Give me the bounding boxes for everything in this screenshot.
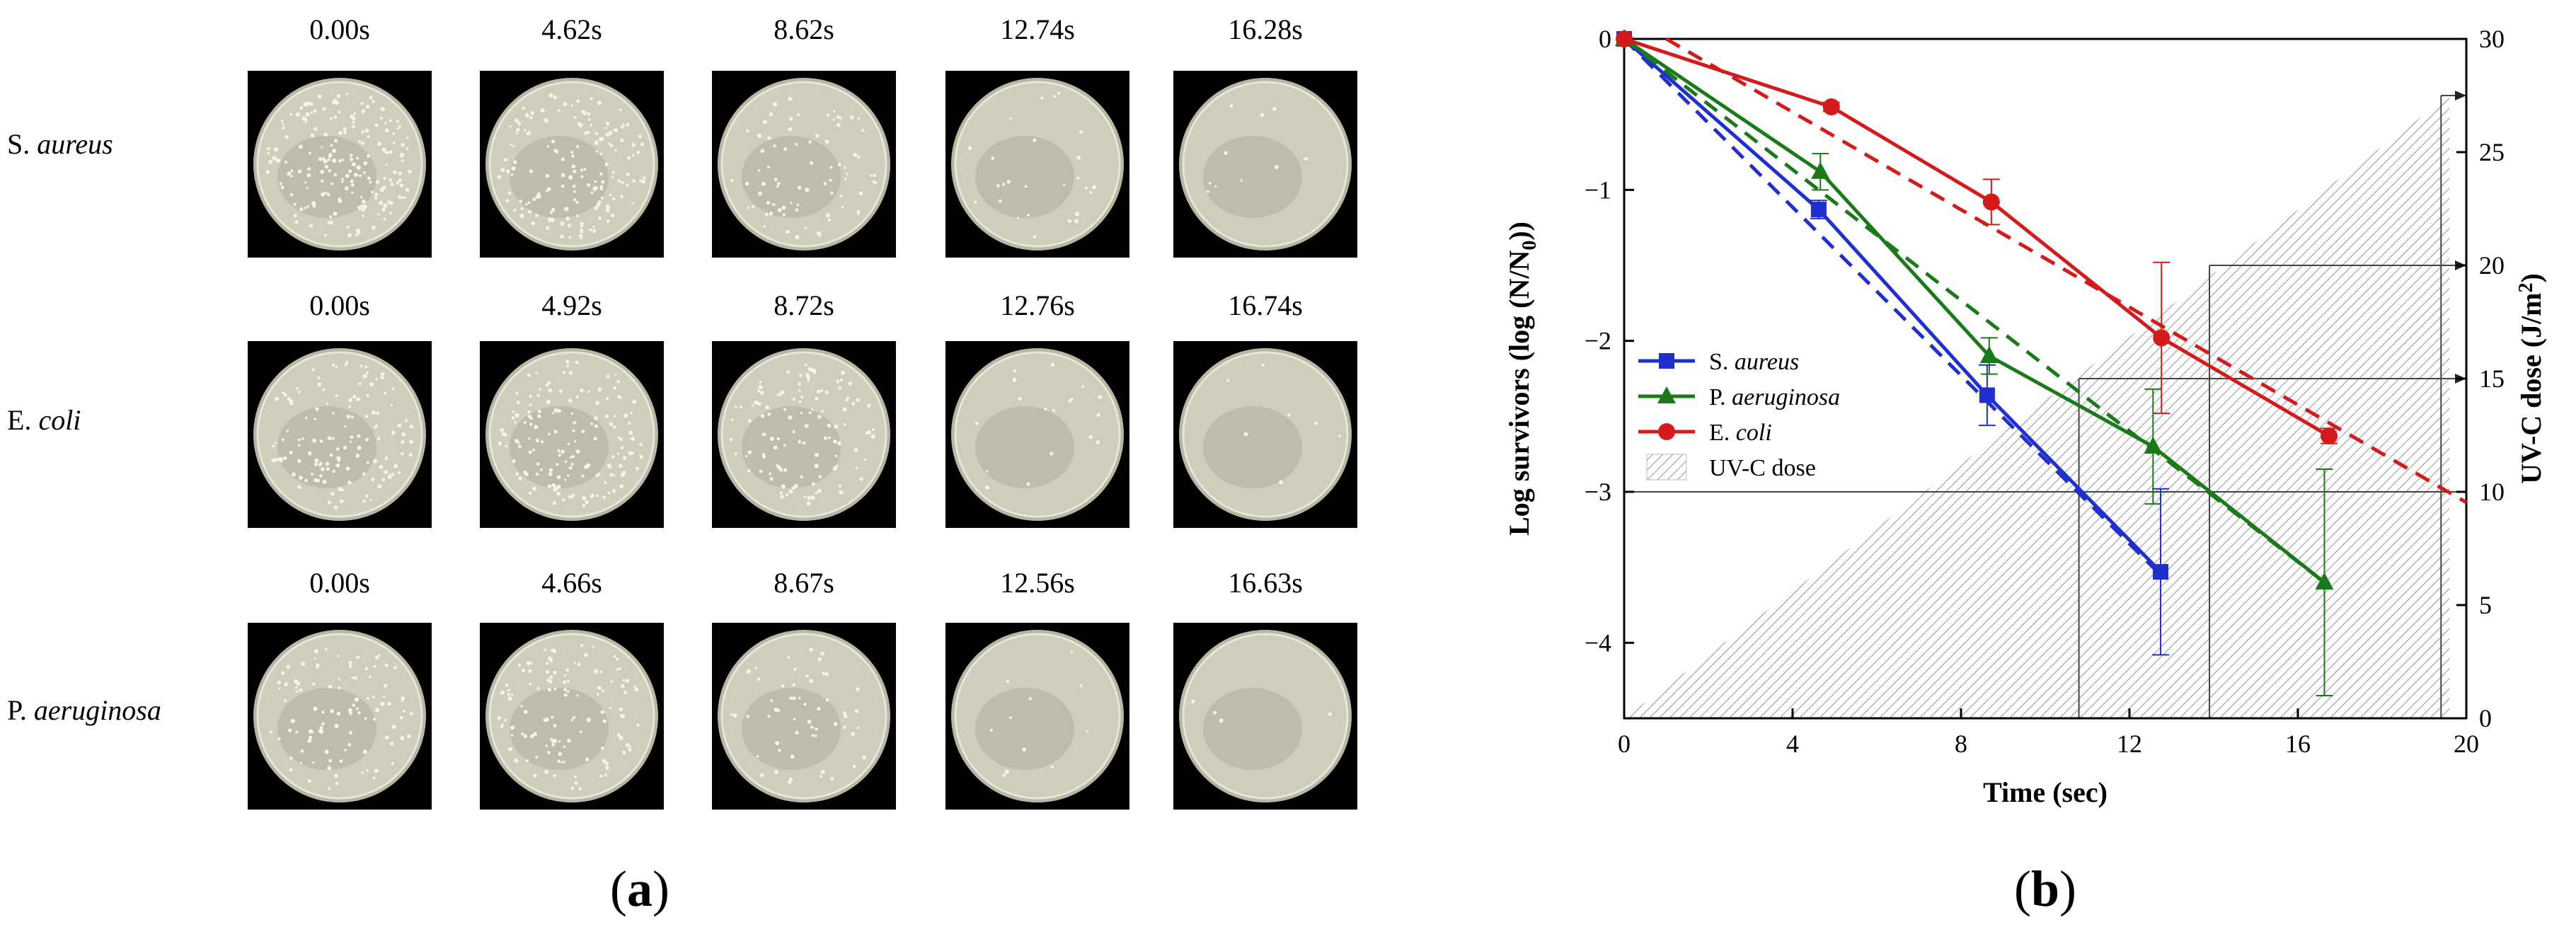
fit-line [1623, 38, 2326, 584]
exposure-time-label: 4.66s [541, 567, 602, 599]
exposure-time-label: 8.62s [774, 13, 834, 45]
y-tick-label: −3 [1585, 478, 1611, 506]
exposure-time-label: 0.00s [309, 13, 370, 45]
petri-dish-photo [712, 623, 896, 810]
exposure-time-label: 4.92s [541, 289, 602, 321]
data-point [2315, 573, 2334, 589]
exposure-time-label: 8.67s [774, 567, 834, 599]
petri-dish-photo [480, 71, 664, 258]
x-tick-label: 4 [1786, 730, 1799, 758]
fit-line [1623, 38, 2162, 577]
legend-label: P. aeruginosa [1709, 384, 1840, 410]
y2-tick-label: 25 [2479, 138, 2505, 166]
exposure-time-label: 12.56s [1000, 567, 1075, 599]
organism-species: aureus [37, 128, 113, 160]
panel-b: 0 4 8 12 16 20 0 −1 −2 −3 −4 0 5 10 15 20 25 30 Time (sec)… [1486, 0, 2576, 932]
exposure-time-label: 0.00s [309, 289, 370, 321]
legend-label: E. coli [1709, 420, 1772, 446]
y-tick-label: −2 [1585, 327, 1611, 355]
organism-species: coli [38, 404, 81, 436]
exposure-time-label: 16.28s [1228, 13, 1303, 45]
petri-dish-photo [480, 341, 664, 528]
data-point [2153, 329, 2170, 347]
petri-dish-photo [712, 71, 896, 258]
exposure-time-label: 12.74s [1000, 13, 1075, 45]
data-point [1616, 30, 1633, 47]
exposure-time-label: 16.74s [1228, 289, 1303, 321]
uvc-dose-area [1624, 96, 2450, 718]
x-tick-label: 12 [2117, 730, 2142, 758]
x-tick-label: 8 [1955, 730, 1967, 758]
petri-dish-photo [480, 623, 664, 810]
legend-label: S. aureus [1709, 349, 1799, 375]
organism-genus: E. [7, 404, 39, 436]
y2-tick-label: 30 [2479, 25, 2505, 53]
petri-dish-photo [1173, 341, 1357, 528]
exposure-time-label: 4.62s [541, 13, 602, 45]
organism-genus: S. [7, 128, 38, 160]
y-tick-label: −1 [1585, 176, 1611, 204]
exposure-time-label: 8.72s [774, 289, 834, 321]
data-point [1979, 387, 1995, 403]
y2-tick-label: 15 [2479, 364, 2505, 393]
petri-dish-photo [248, 71, 432, 258]
legend-marker [1658, 423, 1675, 440]
panel-a: S. aureus 0.00s 4.62s 8.62s 12.74s 16.28s E. c… [7, 13, 1357, 810]
panel-b-label: (b) [2013, 861, 2076, 917]
data-point [1979, 346, 1999, 363]
data-point [1811, 161, 1830, 179]
data-point [2153, 564, 2169, 580]
data-point [2144, 437, 2163, 454]
exposure-time-label: 0.00s [309, 567, 370, 599]
petri-dish-photo [1173, 623, 1357, 810]
dose-guide-arrow [2455, 91, 2466, 100]
organism-genus: P. [7, 694, 34, 726]
y2-tick-label: 20 [2479, 251, 2505, 280]
y-axis-title: Log survivors (log (N/N0)) [1503, 222, 1541, 536]
organism-label: P. aeruginosa [7, 694, 161, 727]
organism-species: aeruginosa [33, 694, 161, 726]
x-tick-label: 0 [1618, 730, 1631, 758]
y-tick-label: 0 [1599, 25, 1611, 53]
data-point [1822, 98, 1840, 115]
y2-axis-title: UV-C dose (J/m2) [2515, 273, 2547, 484]
legend-marker [1659, 353, 1674, 369]
petri-dish-photo [945, 341, 1129, 528]
x-tick-label: 16 [2285, 730, 2311, 758]
y-tick-label: −4 [1585, 628, 1611, 657]
data-point [2321, 427, 2338, 445]
organism-label: S. aureus [7, 127, 113, 161]
exposure-time-label: 16.63s [1228, 567, 1303, 599]
petri-dish-photo [712, 341, 896, 528]
data-point [1982, 193, 2000, 211]
y2-tick-label: 0 [2479, 704, 2492, 732]
petri-dish-photo [248, 341, 432, 528]
legend-label: UV-C dose [1709, 455, 1816, 481]
petri-dish-photo [248, 623, 432, 810]
x-tick-label: 20 [2454, 730, 2479, 758]
legend-marker [1657, 386, 1676, 403]
series-line [1623, 38, 2162, 573]
x-axis-title: Time (sec) [1983, 776, 2108, 808]
y2-tick-label: 10 [2479, 478, 2505, 506]
petri-dish-photo [945, 71, 1129, 258]
organism-label: E. coli [7, 403, 81, 437]
legend-uvc-swatch [1646, 454, 1687, 481]
petri-dish-photo [945, 623, 1129, 810]
petri-dish-photo [1173, 71, 1357, 258]
fit-line [1665, 37, 2468, 505]
exposure-time-label: 12.76s [1000, 289, 1075, 321]
data-point [1810, 202, 1827, 218]
panel-a-label: (a) [610, 861, 669, 917]
y2-tick-label: 5 [2479, 591, 2492, 619]
